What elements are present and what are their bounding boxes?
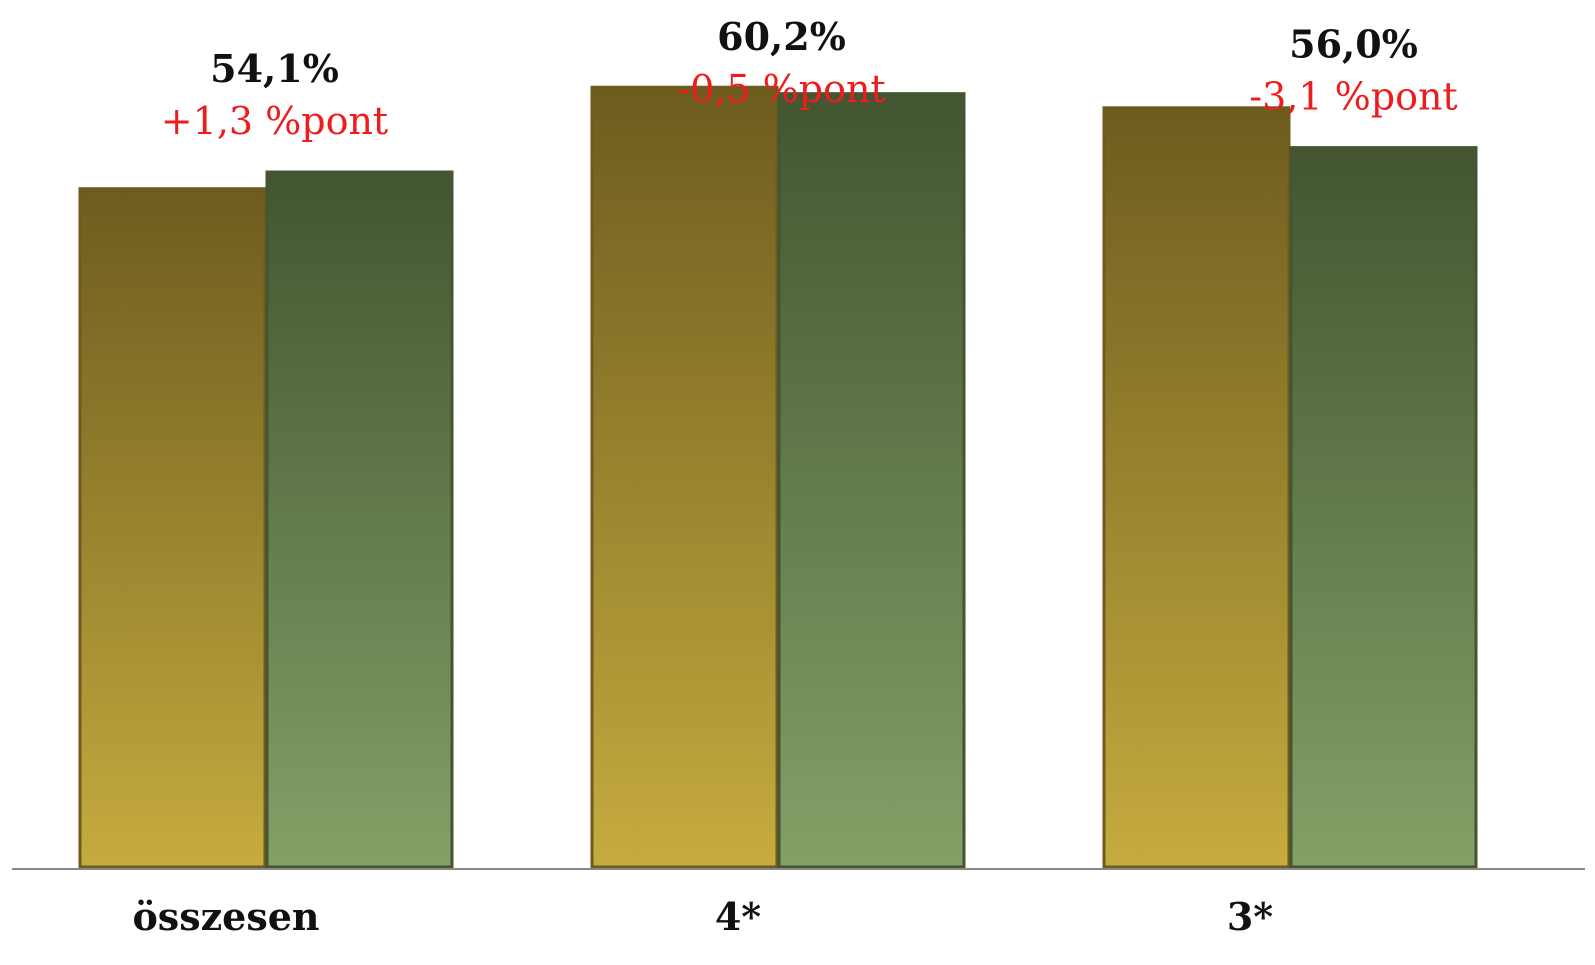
bar-1-2 <box>1102 106 1291 869</box>
category-label: 4* <box>715 894 761 939</box>
labels-layer: összesen 54,1% +1,3 %pont 4* 60,2% -0,5 %pont… <box>132 14 1457 939</box>
bar-1-1 <box>590 85 779 869</box>
value-label: 60,2% <box>717 14 846 59</box>
bar-2-2 <box>1289 146 1478 869</box>
category-label: összesen <box>132 894 319 939</box>
delta-label: +1,3 %pont <box>161 99 388 143</box>
bar-2-0 <box>265 170 454 869</box>
category-label: 3* <box>1227 894 1273 939</box>
delta-label: -3,1 %pont <box>1249 75 1457 119</box>
delta-label: -0,5 %pont <box>677 67 885 111</box>
value-label: 56,0% <box>1289 22 1418 67</box>
bars-layer <box>78 85 1478 869</box>
bar-2-1 <box>777 92 966 869</box>
bar-1-0 <box>78 187 267 869</box>
value-label: 54,1% <box>210 46 339 91</box>
